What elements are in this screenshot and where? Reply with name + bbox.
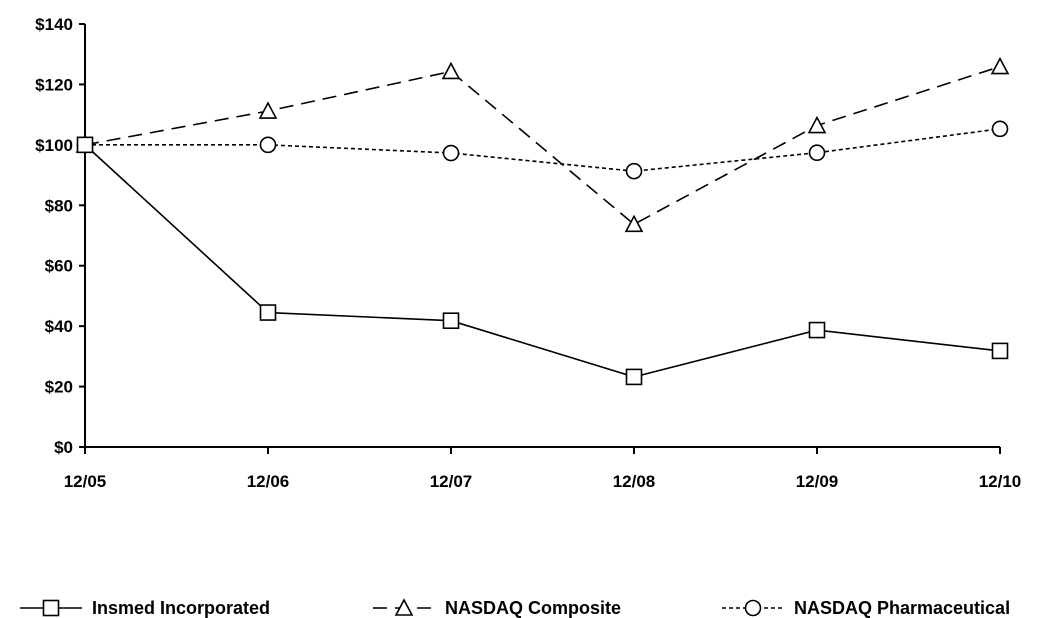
x-tick-label: 12/08 bbox=[613, 472, 656, 491]
legend: Insmed Incorporated NASDAQ Composite NASDA… bbox=[20, 598, 1010, 618]
data-point-triangle bbox=[990, 56, 1010, 75]
legend-marker-triangle bbox=[394, 598, 414, 616]
legend-marker-square bbox=[42, 599, 60, 617]
legend-item: NASDAQ Composite bbox=[373, 598, 621, 618]
y-axis: $0 $20 $40 $60 $80 $100 $120 $140 bbox=[35, 15, 86, 457]
legend-label: Insmed Incorporated bbox=[92, 598, 270, 618]
x-tick-label: 12/05 bbox=[64, 472, 107, 491]
data-point-triangle bbox=[441, 61, 461, 80]
legend-label: NASDAQ Pharmaceutical bbox=[794, 598, 1010, 618]
x-tick-label: 12/06 bbox=[247, 472, 290, 491]
data-point-square bbox=[76, 136, 94, 154]
legend-marker-circle bbox=[744, 599, 762, 617]
y-tick-label: $40 bbox=[45, 317, 73, 336]
x-axis: 12/05 12/06 12/07 12/08 12/09 12/10 bbox=[64, 446, 1022, 491]
y-tick-label: $80 bbox=[45, 196, 73, 215]
y-tick-label: $100 bbox=[35, 136, 73, 155]
x-tick-label: 12/09 bbox=[796, 472, 839, 491]
y-tick-label: $20 bbox=[45, 378, 73, 397]
data-point-square bbox=[259, 304, 277, 321]
data-point-circle bbox=[442, 144, 460, 162]
data-point-circle bbox=[991, 120, 1009, 138]
data-point-square bbox=[991, 342, 1009, 360]
data-point-square bbox=[442, 312, 460, 330]
y-tick-label: $120 bbox=[35, 75, 73, 94]
series-circle bbox=[76, 120, 1009, 180]
series-line bbox=[84, 144, 1001, 378]
y-tick-label: $60 bbox=[45, 257, 73, 276]
series-line bbox=[85, 128, 1001, 172]
y-tick-label: $0 bbox=[54, 438, 73, 457]
legend-item: NASDAQ Pharmaceutical bbox=[722, 598, 1010, 618]
legend-item: Insmed Incorporated bbox=[20, 598, 270, 618]
y-tick-label: $140 bbox=[35, 15, 73, 34]
data-point-triangle bbox=[807, 115, 827, 134]
data-point-triangle bbox=[258, 101, 278, 119]
data-point-circle bbox=[625, 162, 643, 180]
series-layer bbox=[75, 56, 1010, 386]
series-triangle bbox=[75, 56, 1010, 233]
data-point-circle bbox=[259, 136, 277, 154]
data-point-square bbox=[625, 368, 643, 386]
data-point-square bbox=[808, 321, 826, 339]
data-point-circle bbox=[808, 144, 826, 162]
data-point-triangle bbox=[624, 214, 644, 233]
series-square bbox=[76, 136, 1009, 386]
x-tick-label: 12/07 bbox=[430, 472, 473, 491]
series-line bbox=[84, 65, 1001, 226]
legend-label: NASDAQ Composite bbox=[445, 598, 621, 618]
x-tick-label: 12/10 bbox=[979, 472, 1022, 491]
